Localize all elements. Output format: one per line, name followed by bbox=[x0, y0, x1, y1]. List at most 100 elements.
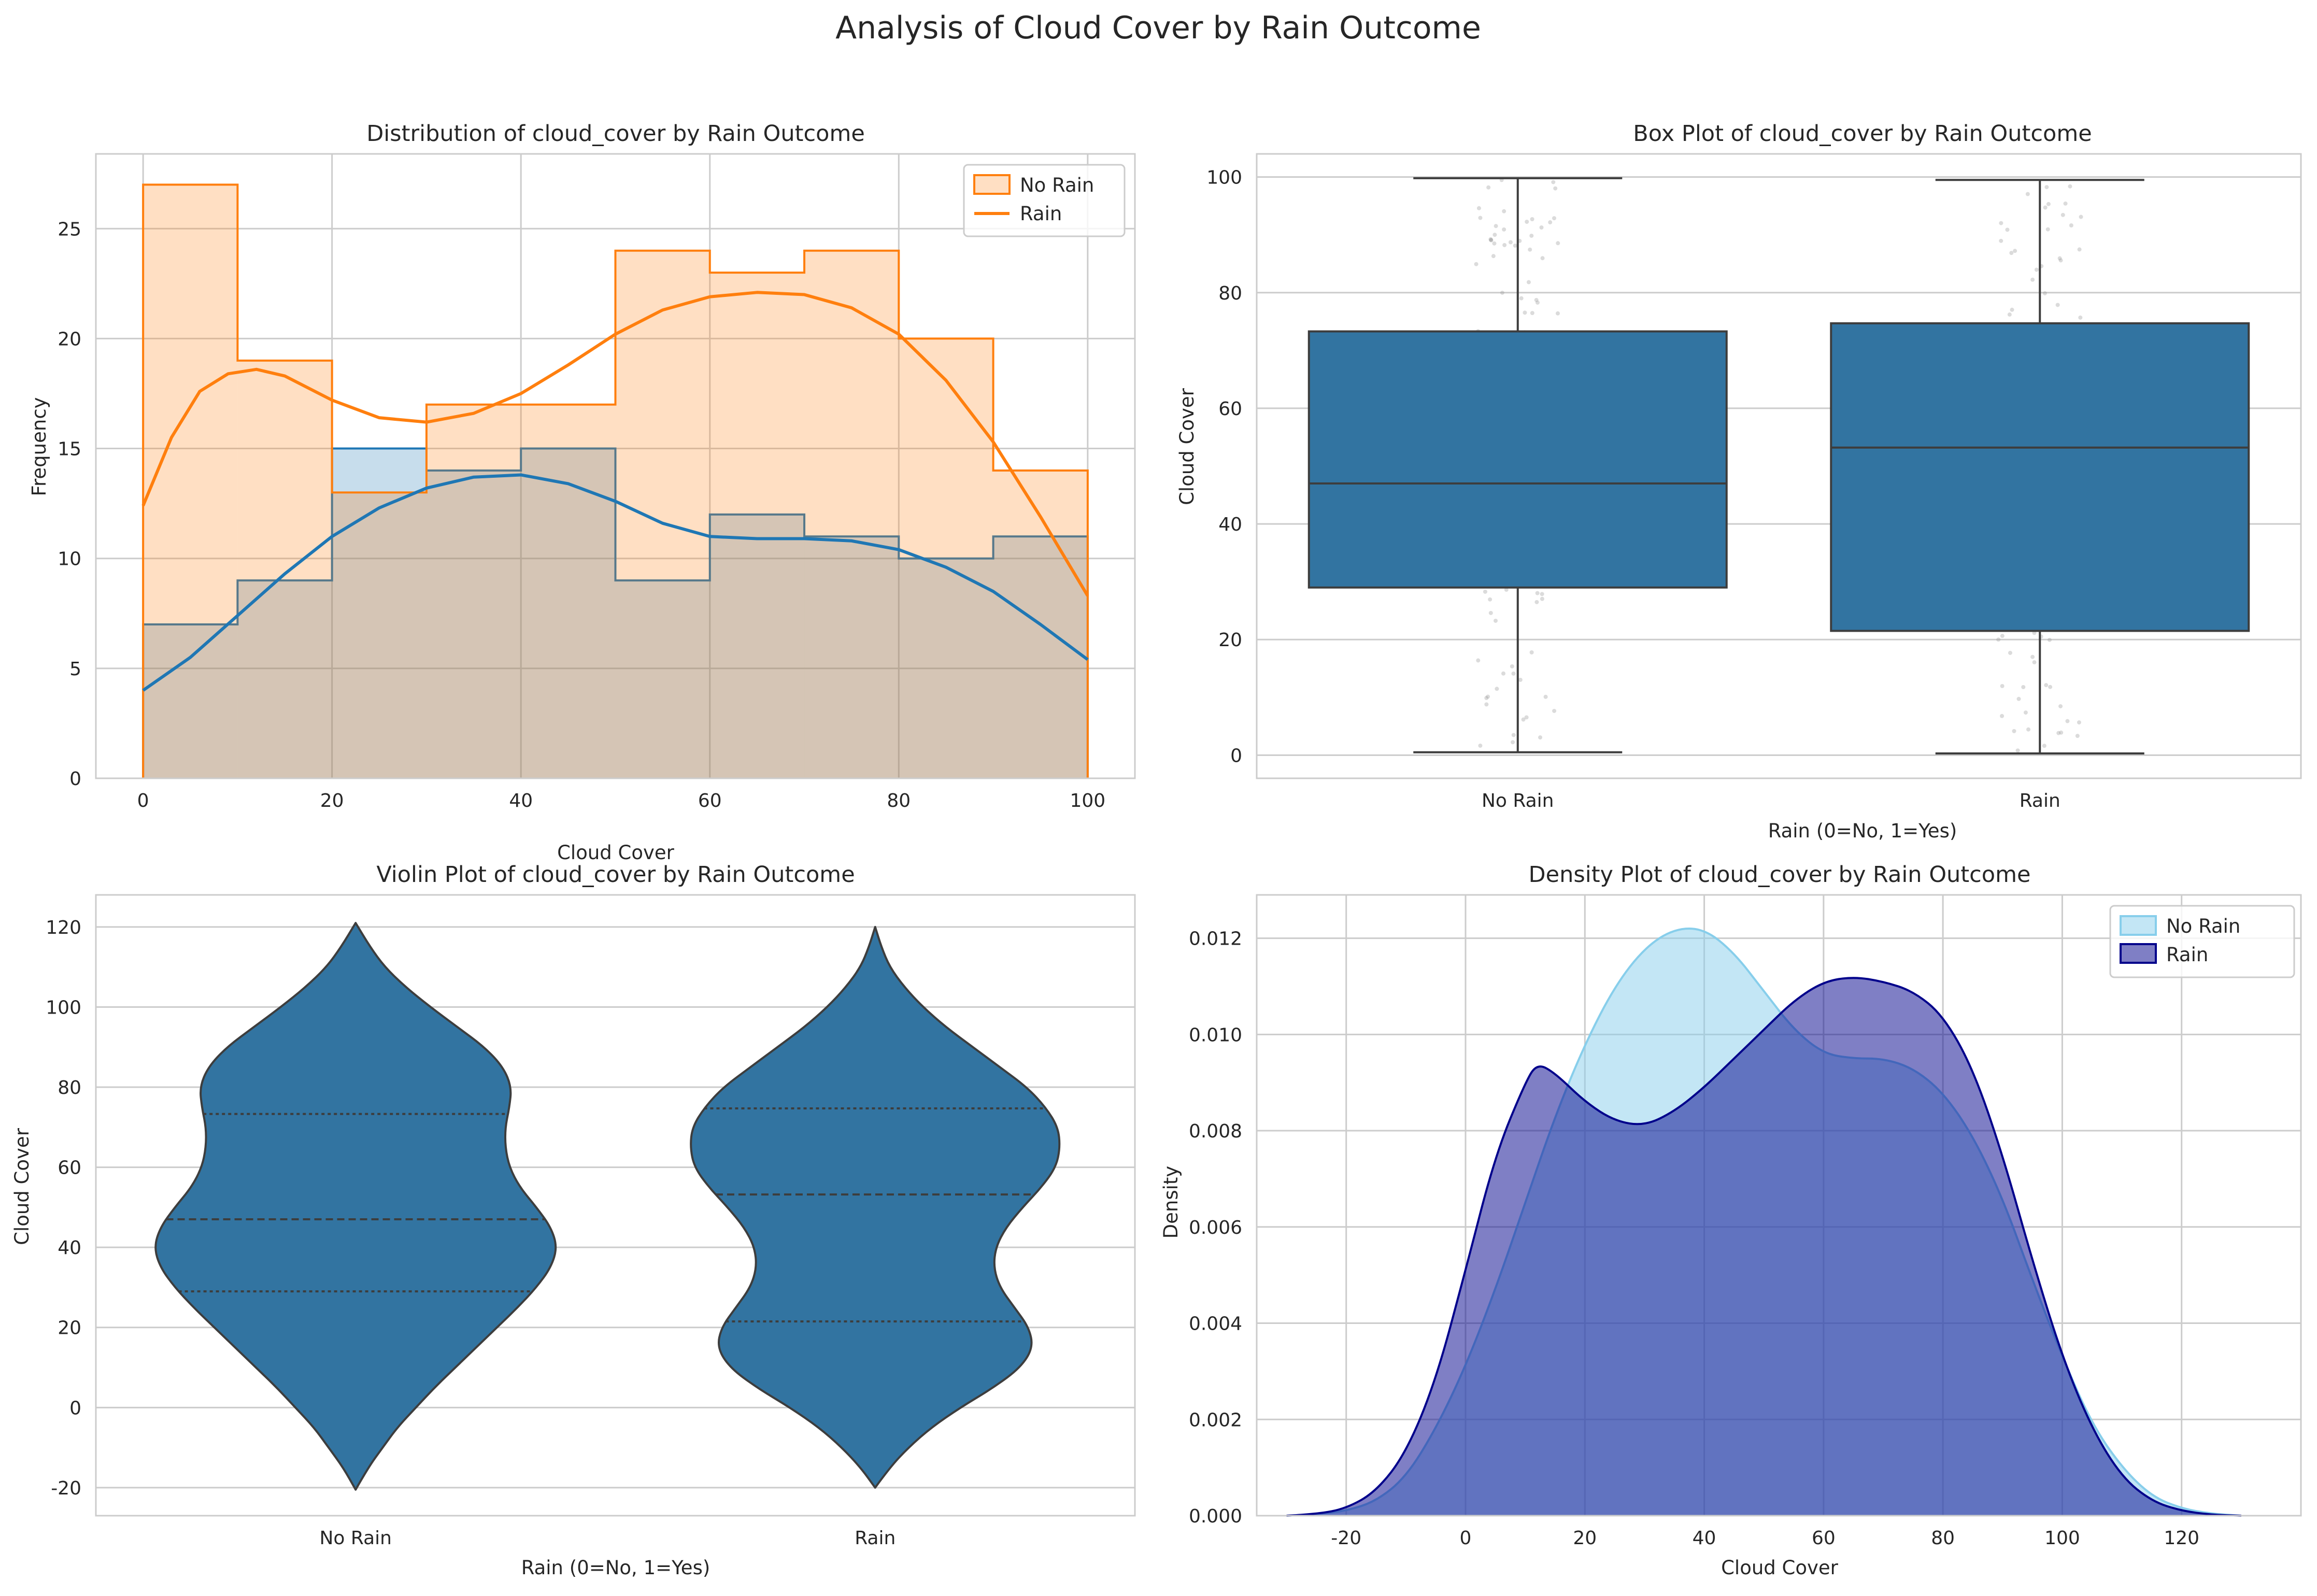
box-plot-jitter-point bbox=[1501, 671, 1505, 676]
violin-plot-title: Violin Plot of cloud_cover by Rain Outco… bbox=[376, 862, 855, 888]
histogram-y-tick-label: 25 bbox=[58, 219, 81, 240]
box-plot-jitter-point bbox=[1513, 244, 1517, 248]
box-plot-y-tick-label: 0 bbox=[1230, 745, 1242, 766]
box-plot-jitter-point bbox=[1534, 600, 1539, 604]
box-plot-jitter-point bbox=[1486, 694, 1490, 699]
histogram-bar-rain bbox=[804, 250, 899, 778]
histogram-bar-rain bbox=[709, 273, 805, 778]
histogram-bar-no-rain bbox=[709, 514, 805, 778]
box-plot-jitter-point bbox=[1488, 237, 1493, 241]
box-plot-frame bbox=[1256, 153, 2302, 779]
violin-plot-y-tick-label: 40 bbox=[58, 1237, 81, 1259]
box-plot-jitter-point bbox=[1518, 678, 1523, 682]
box-plot-title: Box Plot of cloud_cover by Rain Outcome bbox=[1633, 121, 2092, 147]
box-plot-jitter-point bbox=[1478, 743, 1483, 748]
box-plot-jitter-point bbox=[2008, 650, 2012, 655]
histogram-bar-no-rain bbox=[804, 536, 899, 778]
box-plot-jitter-point bbox=[1491, 254, 1496, 259]
density-x-tick-label: 120 bbox=[2164, 1528, 2199, 1549]
box-plot-jitter-point bbox=[2058, 704, 2063, 708]
box-plot-jitter-point bbox=[2056, 731, 2061, 735]
box-plot-jitter-point bbox=[1474, 262, 1479, 266]
box-plot-x-label: Rain (0=No, 1=Yes) bbox=[1768, 820, 1957, 842]
histogram-y-tick-label: 20 bbox=[58, 329, 81, 350]
box-plot-jitter-point bbox=[1483, 589, 1487, 594]
box-plot-jitter-point bbox=[1504, 587, 1509, 592]
box-plot-jitter-point bbox=[1489, 238, 1494, 243]
box-plot-jitter-point bbox=[2078, 315, 2083, 320]
box-plot-jitter-point bbox=[1551, 180, 1556, 184]
density-x-tick-label: 80 bbox=[1931, 1528, 1955, 1549]
violin-plot-x-label: Rain (0=No, 1=Yes) bbox=[521, 1557, 710, 1579]
box-plot-jitter-point bbox=[2015, 748, 2020, 753]
histogram-x-tick-label: 20 bbox=[320, 790, 344, 811]
histogram-bar-rain bbox=[426, 404, 521, 778]
density-x-tick-label: 100 bbox=[2044, 1528, 2080, 1549]
box-plot-jitter-point bbox=[2034, 267, 2039, 272]
box-plot-jitter-point bbox=[1484, 702, 1489, 707]
density-y-tick-label: 0.008 bbox=[1189, 1121, 1242, 1142]
box-plot-jitter-point bbox=[2005, 227, 2010, 232]
box-plot-jitter-point bbox=[2048, 685, 2053, 689]
box-plot-jitter-point bbox=[2030, 654, 2035, 659]
box-plot-jitter-point bbox=[2063, 201, 2068, 206]
box-plot-jitter-point bbox=[1511, 733, 1516, 737]
box-plot-jitter-point bbox=[1476, 658, 1481, 663]
box-plot-x-tick-label: No Rain bbox=[1482, 790, 1554, 811]
histogram-x-tick-label: 80 bbox=[887, 790, 911, 811]
box-plot-jitter-point bbox=[1484, 696, 1489, 701]
histogram-bar-rain bbox=[237, 360, 332, 778]
histogram-y-tick-label: 15 bbox=[58, 439, 81, 460]
density-plot-panel: Density Plot of cloud_cover by Rain Outc… bbox=[1160, 862, 2302, 1579]
density-legend-label-no-rain: No Rain bbox=[2166, 915, 2240, 937]
box-plot-jitter-point bbox=[2044, 683, 2049, 688]
histogram-x-tick-label: 60 bbox=[698, 790, 722, 811]
box-plot-jitter-point bbox=[2046, 202, 2051, 206]
density-y-tick-label: 0.010 bbox=[1189, 1024, 1242, 1046]
box-plot-x-tick-label: Rain bbox=[2020, 790, 2060, 811]
box-plot-jitter-point bbox=[2016, 696, 2021, 701]
box-plot-y-tick-label: 60 bbox=[1218, 398, 1242, 420]
box-plot-jitter-point bbox=[2065, 719, 2070, 723]
box-plot-jitter-point bbox=[2057, 256, 2062, 261]
box-plot-jitter-point bbox=[2077, 247, 2082, 252]
box-plot-jitter-point bbox=[2013, 249, 2017, 253]
box-plot-y-tick-label: 20 bbox=[1218, 630, 1242, 651]
box-plot-jitter-point bbox=[2025, 192, 2030, 196]
histogram-step-outline-no-rain bbox=[142, 447, 1089, 778]
histogram-legend-label-rain: Rain bbox=[1020, 203, 1062, 225]
violin-plot-panel: Violin Plot of cloud_cover by Rain Outco… bbox=[11, 862, 1136, 1579]
box-plot-jitter-point bbox=[1492, 233, 1497, 237]
box-plot-jitter-point bbox=[1495, 687, 1499, 691]
box-plot-jitter-point bbox=[1502, 243, 1507, 247]
box-plot-jitter-point bbox=[1526, 280, 1531, 284]
histogram-frame bbox=[95, 153, 1136, 779]
figure-title: Analysis of Cloud Cover by Rain Outcome bbox=[835, 10, 1481, 46]
box-plot-jitter-point bbox=[2009, 251, 2014, 255]
histogram-step-outline-rain bbox=[142, 183, 1089, 778]
violin-plot-y-tick-label: -20 bbox=[51, 1478, 81, 1499]
density-line-rain bbox=[1286, 977, 2241, 1517]
histogram-bar-no-rain bbox=[615, 580, 710, 778]
density-x-tick-label: -20 bbox=[1331, 1528, 1361, 1549]
box-plot-jitter-point bbox=[1530, 217, 1534, 221]
box-plot-jitter-point bbox=[1519, 296, 1524, 301]
histogram-legend-label-no-rain: No Rain bbox=[1020, 174, 1094, 196]
violin-plot-y-label: Cloud Cover bbox=[11, 1128, 33, 1245]
density-legend: No Rain Rain bbox=[2109, 905, 2295, 978]
violin-plot-y-tick-label: 80 bbox=[58, 1077, 81, 1099]
density-plot-title: Density Plot of cloud_cover by Rain Outc… bbox=[1529, 862, 2031, 888]
box-plot-panel: Box Plot of cloud_cover by Rain Outcome … bbox=[1176, 121, 2302, 842]
histogram-kde-line-no-rain bbox=[142, 473, 1089, 692]
histogram-bar-no-rain bbox=[899, 558, 993, 778]
density-plot-y-label: Density bbox=[1160, 1166, 1182, 1239]
box-plot-jitter-point bbox=[2042, 744, 2046, 748]
density-x-tick-label: 20 bbox=[1573, 1528, 1597, 1549]
box-plot-jitter-point bbox=[2055, 303, 2060, 307]
box-plot-jitter-point bbox=[1540, 256, 1545, 261]
density-legend-label-rain: Rain bbox=[2166, 944, 2208, 966]
histogram-legend-box bbox=[963, 164, 1126, 237]
histogram-bar-rain bbox=[521, 404, 616, 778]
density-y-tick-label: 0.006 bbox=[1189, 1217, 1242, 1238]
box-plot-jitter-point bbox=[1488, 610, 1493, 615]
